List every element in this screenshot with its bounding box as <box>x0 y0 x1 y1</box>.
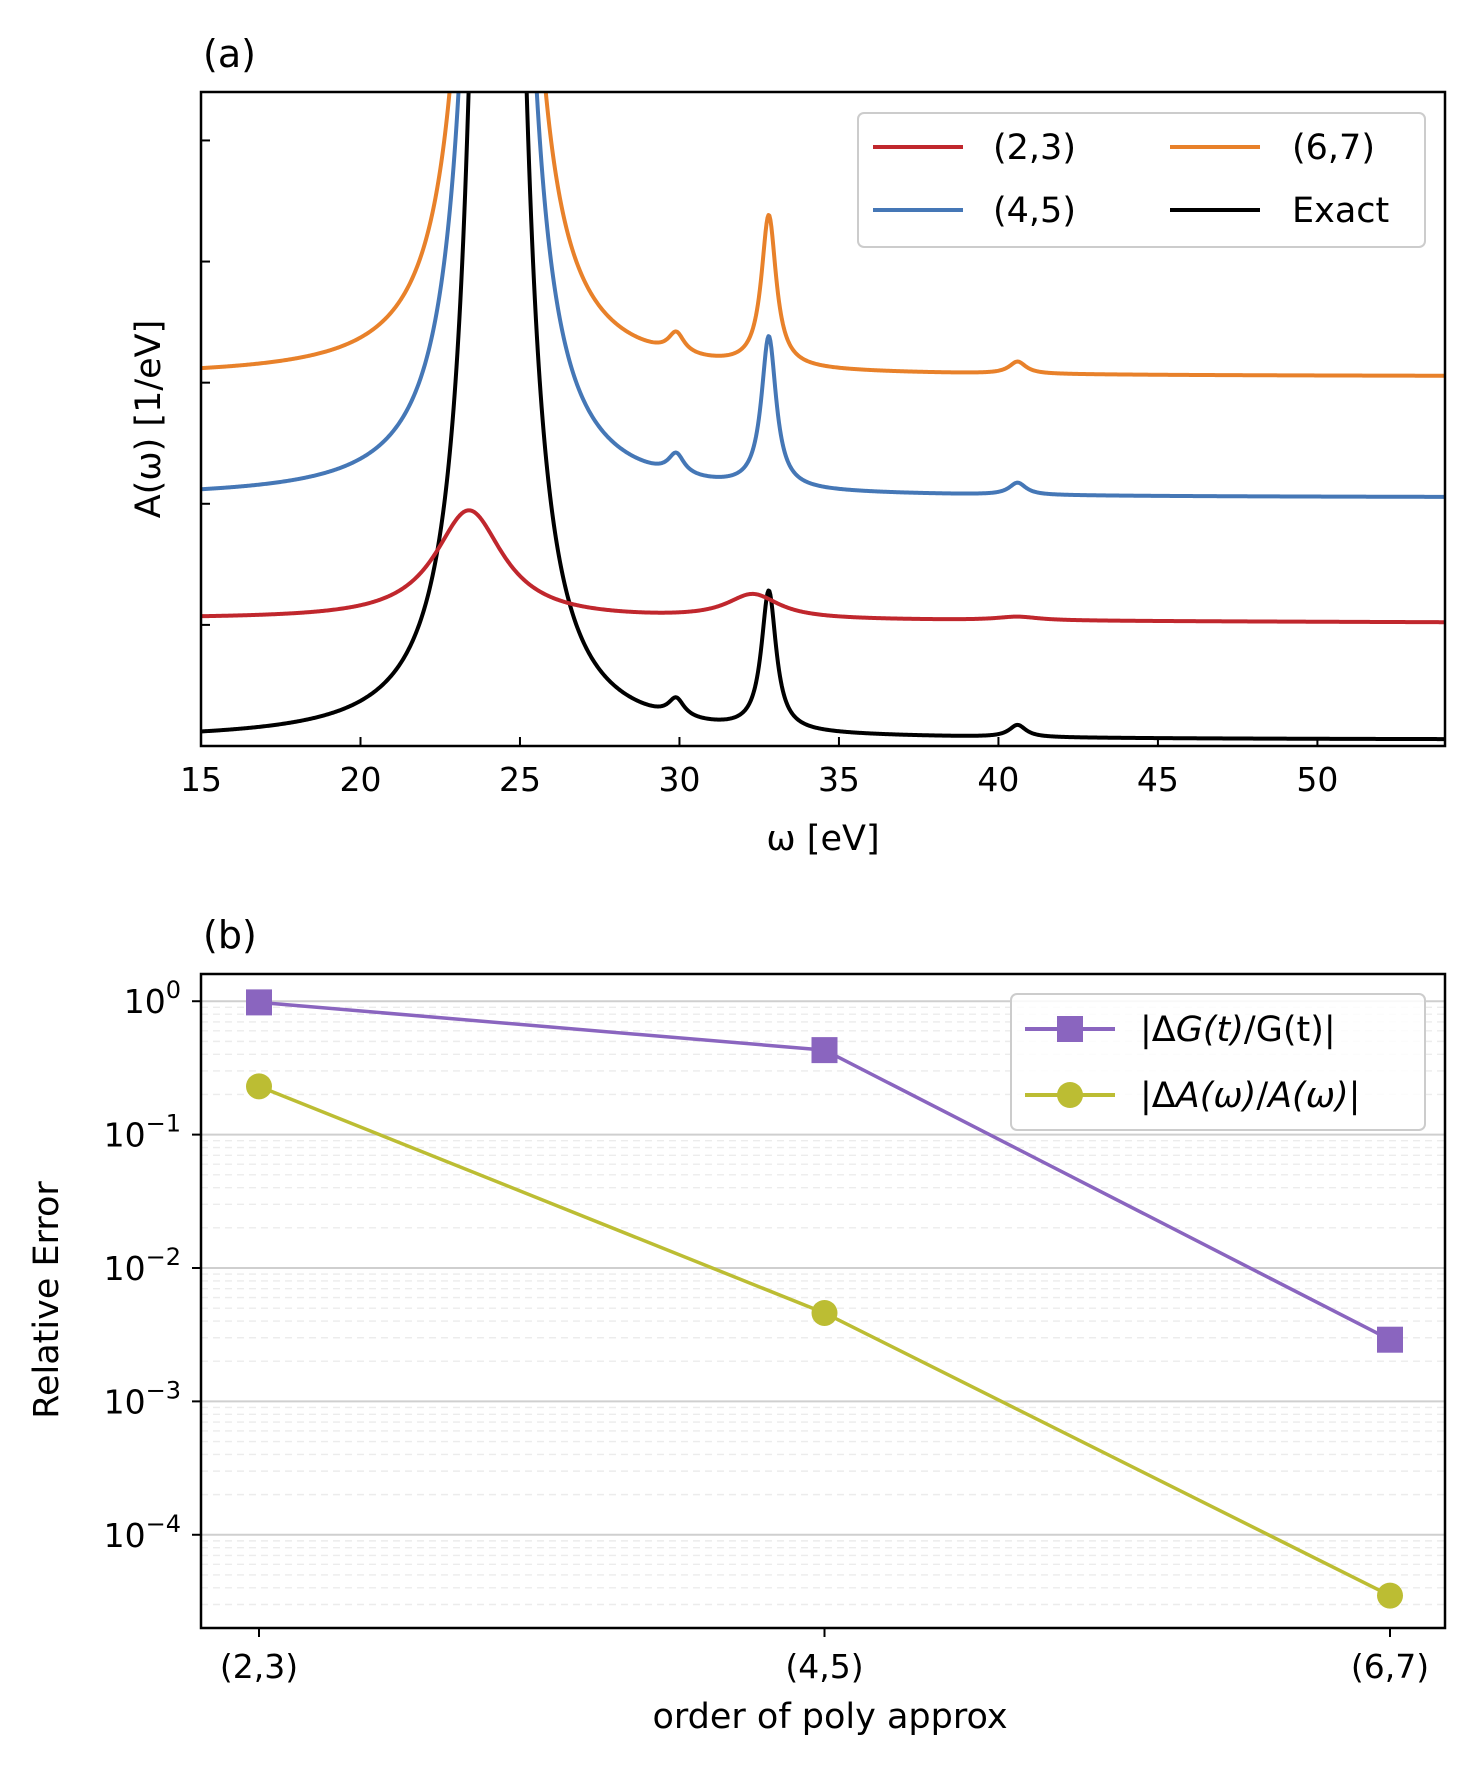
legend-label-exact: Exact <box>1292 191 1389 231</box>
series-line-6-7 <box>201 92 1445 378</box>
panel-a-ylabel: A(ω) [1/eV] <box>129 320 169 519</box>
x-tick-label: 40 <box>977 760 1019 799</box>
x-tick-label: 30 <box>658 760 700 799</box>
legend-label-4-5: (4,5) <box>993 191 1076 231</box>
data-point-square <box>246 989 272 1016</box>
x-tick-label: 50 <box>1296 760 1338 799</box>
panel-a-ticks: 15 20 25 30 35 40 45 50 <box>180 139 1338 799</box>
x-tick-label: (2,3) <box>220 1647 298 1686</box>
panel-b-label: (b) <box>203 913 257 957</box>
y-tick-label: 10−1 <box>104 1110 181 1155</box>
x-tick-label: 25 <box>499 760 541 799</box>
x-tick-label: 15 <box>180 760 222 799</box>
legend-label-2-3: (2,3) <box>993 128 1076 168</box>
legend-label-dG: |ΔG(t)/G(t)| <box>1140 1010 1336 1050</box>
data-point-square <box>1377 1326 1403 1353</box>
y-tick-label: 100 <box>124 976 181 1021</box>
panel-a-lines <box>201 92 1445 742</box>
panel-a-label: (a) <box>203 32 256 76</box>
panel-b-grid <box>201 1000 1445 1628</box>
y-tick-label: 10−4 <box>104 1510 181 1555</box>
series-line-4-5 <box>201 92 1445 499</box>
y-tick-label: 10−3 <box>104 1376 181 1421</box>
legend-marker-circle <box>1057 1082 1083 1108</box>
x-tick-label: 20 <box>339 760 381 799</box>
panel-b-data <box>246 989 1403 1609</box>
x-tick-label: (4,5) <box>785 1647 863 1686</box>
panel-a-legend: (2,3) (4,5) (6,7) Exact <box>857 112 1426 248</box>
series-line-dA <box>258 1084 1391 1598</box>
panel-b-ylabel: Relative Error <box>27 1181 67 1419</box>
panel-b-xlabel: order of poly approx <box>652 1697 1007 1737</box>
panel-b: (b) (2,3) (4,5) (6,7) 100 10−1 10−2 10−3 10−4 o… <box>27 913 1447 1737</box>
legend-label-6-7: (6,7) <box>1292 128 1375 168</box>
panel-a-xlabel: ω [eV] <box>766 819 879 859</box>
y-tick-label: 10−2 <box>104 1243 181 1288</box>
data-point-circle <box>1377 1582 1403 1609</box>
x-tick-label: 35 <box>818 760 860 799</box>
data-point-square <box>811 1037 838 1064</box>
panel-a: (a) 15 20 25 30 35 40 45 50 ω [eV] A(ω) [1/eV] … <box>129 32 1447 859</box>
panel-b-frame <box>199 972 1447 1630</box>
series-line-exact <box>201 92 1445 742</box>
series-line-2-3 <box>201 508 1445 625</box>
x-tick-label: 45 <box>1137 760 1179 799</box>
legend-marker-square <box>1057 1016 1083 1042</box>
x-tick-label: (6,7) <box>1351 1647 1429 1686</box>
data-point-circle <box>246 1073 272 1100</box>
legend-box <box>857 112 1426 248</box>
panel-b-legend: |ΔG(t)/G(t)| |ΔA(ω)/A(ω)| <box>1010 993 1426 1131</box>
panel-b-ticks: (2,3) (4,5) (6,7) 100 10−1 10−2 10−3 10−4 <box>104 976 1430 1686</box>
panel-a-frame <box>199 90 1447 748</box>
data-point-circle <box>811 1299 838 1326</box>
legend-label-dA: |ΔA(ω)/A(ω)| <box>1140 1076 1360 1116</box>
